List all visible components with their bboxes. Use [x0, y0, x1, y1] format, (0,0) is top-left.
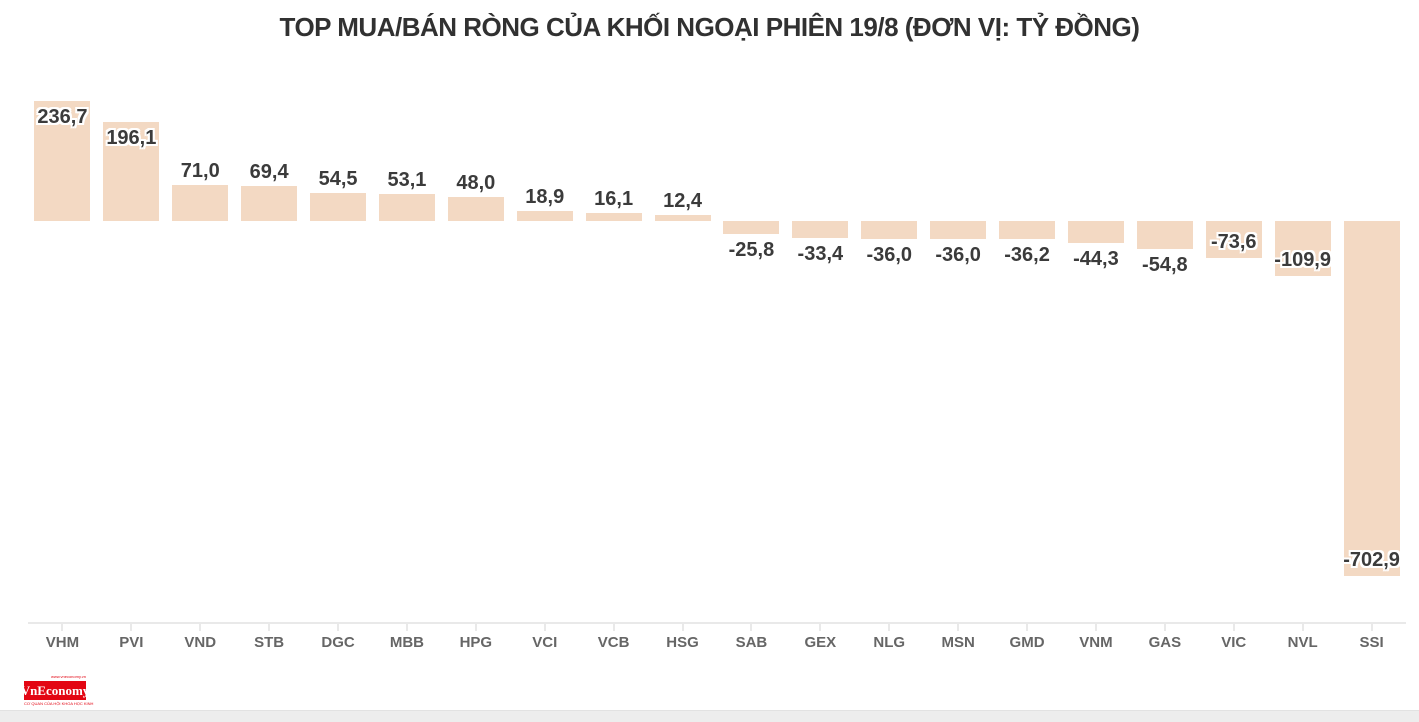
- x-axis-tick: [474, 623, 477, 631]
- bar-msn: [930, 221, 987, 240]
- bar-ssi: [1343, 221, 1400, 576]
- x-axis-tick: [268, 623, 271, 631]
- bar-value-label-stb: 69,4: [249, 160, 289, 183]
- bar-value-label-vnm: -44,3: [1073, 248, 1119, 271]
- bar-value-label-hsg: 12,4: [663, 189, 703, 212]
- bar-stb: [241, 185, 298, 221]
- logo-bottom-text: CƠ QUAN CỦA HỘI KHOA HỌC KINH TẾ VIỆT NA…: [24, 701, 94, 706]
- x-axis-tick: [1301, 623, 1304, 631]
- bar-value-label-ssi: -702,9: [1343, 548, 1400, 571]
- x-axis-label-gex: GEX: [804, 634, 837, 651]
- x-axis-label-vnd: VND: [184, 634, 217, 651]
- bar-value-label-vhm: 236,7: [37, 106, 88, 129]
- bar-gas: [1136, 221, 1193, 249]
- vneconomy-logo: VnEconomy: [21, 681, 89, 700]
- bar-value-label-dgc: 54,5: [318, 168, 358, 191]
- x-axis-tick: [1232, 623, 1235, 631]
- bar-gex: [792, 221, 849, 238]
- x-axis-label-vcb: VCB: [597, 634, 630, 651]
- bar-value-label-nvl: -109,9: [1274, 249, 1331, 272]
- bar-vnd: [172, 185, 229, 221]
- x-axis-tick: [199, 623, 202, 631]
- bar-value-label-gmd: -36,2: [1004, 244, 1050, 267]
- vneconomy-logo-text: VnEconomy: [20, 682, 90, 698]
- bar-value-label-gex: -33,4: [797, 242, 844, 265]
- bar-dgc: [310, 193, 367, 221]
- x-axis-label-dgc: DGC: [321, 634, 355, 651]
- bar-value-label-nlg: -36,0: [866, 244, 913, 267]
- x-axis-tick: [1163, 623, 1166, 631]
- bar-hsg: [654, 214, 711, 221]
- bar-value-label-vcb: 16,1: [594, 187, 634, 210]
- bar-vnm: [1067, 221, 1124, 244]
- bar-vcb: [585, 212, 642, 221]
- x-axis-label-stb: STB: [254, 634, 285, 651]
- x-axis-tick: [888, 623, 891, 631]
- bar-nlg: [861, 221, 918, 240]
- x-axis-label-ssi: SSI: [1359, 634, 1384, 651]
- x-axis-line: [28, 622, 1406, 624]
- bar-nvl: [1274, 221, 1331, 277]
- x-axis-tick: [1094, 623, 1097, 631]
- bar-pvi: [103, 121, 160, 221]
- bar-value-label-sab: -25,8: [728, 239, 775, 262]
- bar-value-label-gas: -54,8: [1142, 253, 1188, 276]
- x-axis-label-vnm: VNM: [1079, 634, 1113, 651]
- bottom-scroll-strip: [0, 710, 1419, 722]
- x-axis-label-gas: GAS: [1148, 634, 1182, 651]
- bar-vic: [1205, 221, 1262, 259]
- x-axis-label-nlg: NLG: [873, 634, 906, 651]
- x-axis-tick: [612, 623, 615, 631]
- x-axis-label-vci: VCI: [532, 634, 558, 651]
- x-axis-tick: [337, 623, 340, 631]
- chart-title: TOP MUA/BÁN RÒNG CỦA KHỐI NGOẠI PHIÊN 19…: [279, 12, 1140, 42]
- bar-vci: [516, 211, 573, 221]
- x-axis-tick: [543, 623, 546, 631]
- bar-sab: [723, 221, 780, 235]
- bar-value-label-vic: -73,6: [1210, 231, 1257, 254]
- x-axis-label-vic: VIC: [1221, 634, 1247, 651]
- logo-top-text: www.vneconomy.vn: [50, 674, 86, 679]
- x-axis-label-msn: MSN: [941, 634, 975, 651]
- bar-vhm: [34, 101, 91, 221]
- x-axis-tick: [819, 623, 822, 631]
- x-axis-tick: [681, 623, 684, 631]
- x-axis-tick: [61, 623, 64, 631]
- x-axis-label-sab: SAB: [735, 634, 768, 651]
- x-axis-tick: [957, 623, 960, 631]
- x-axis-tick: [1370, 623, 1373, 631]
- x-axis-label-hpg: HPG: [459, 634, 493, 651]
- bar-value-label-msn: -36,0: [935, 244, 981, 267]
- x-axis-label-nvl: NVL: [1287, 634, 1318, 651]
- bar-hpg: [447, 196, 504, 221]
- x-axis-tick: [130, 623, 133, 631]
- x-axis-tick: [405, 623, 408, 631]
- x-axis-label-hsg: HSG: [666, 634, 699, 651]
- x-axis-label-mbb: MBB: [389, 634, 425, 651]
- bar-value-label-mbb: 53,1: [387, 169, 427, 192]
- x-axis-label-gmd: GMD: [1009, 634, 1045, 651]
- bar-value-label-vci: 18,9: [525, 186, 565, 209]
- bar-gmd: [999, 221, 1056, 240]
- bar-chart-plot: 236,7 VHM 196,1 PVI 71,0 VND 69,4 STB 54,5 DGC 53,…: [28, 101, 1406, 651]
- x-axis-tick: [750, 623, 753, 631]
- bar-value-label-pvi: 196,1: [106, 126, 157, 149]
- x-axis-label-vhm: VHM: [45, 634, 80, 651]
- x-axis-tick: [1026, 623, 1029, 631]
- x-axis-label-pvi: PVI: [119, 634, 144, 651]
- bar-value-label-vnd: 71,0: [180, 160, 220, 183]
- bar-value-label-hpg: 48,0: [456, 171, 496, 194]
- bar-mbb: [378, 194, 435, 221]
